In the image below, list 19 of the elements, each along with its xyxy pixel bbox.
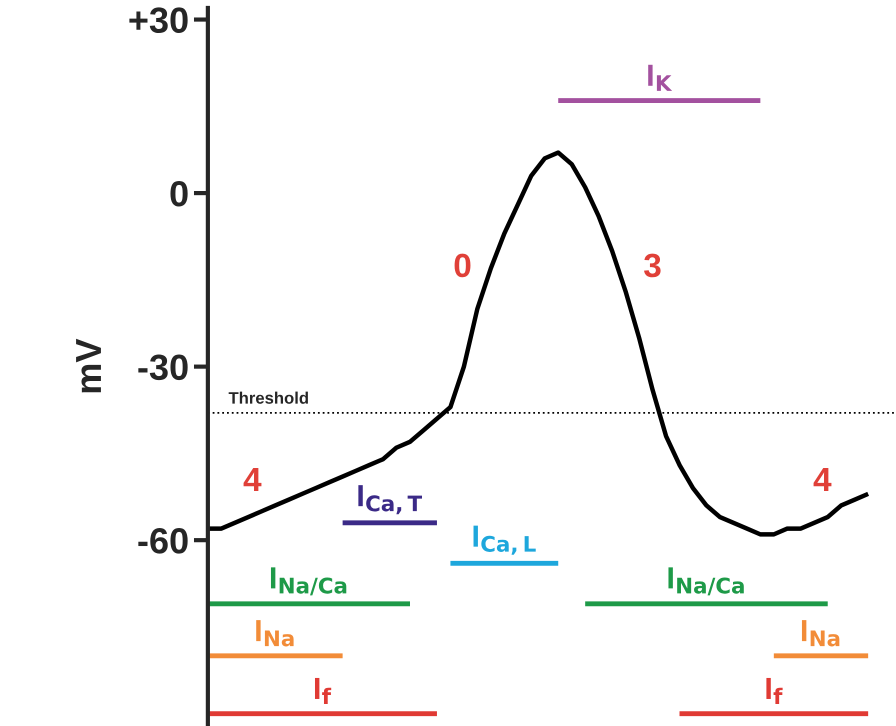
series-label: I$_{Ca,T}$: [358, 485, 422, 514]
y-tick-label: 0: [170, 180, 188, 207]
series-label: I$_{Ca,L}$: [474, 526, 536, 555]
text: I$_{f}$: [766, 678, 783, 704]
y-axis-title: mV: [76, 338, 101, 392]
series-label: I$_{K}$: [648, 64, 672, 91]
series-label: I$_{Na/Ca}$: [270, 567, 346, 596]
text: I$_{Na}$: [802, 620, 840, 646]
annotation: 4: [814, 468, 832, 491]
annotation: 3: [644, 254, 661, 278]
annotation: 4: [244, 468, 262, 491]
ref-line-label: Threshold: [228, 392, 308, 404]
y-tick-label: -30: [138, 354, 188, 380]
series-label: I$_{Na}$: [256, 620, 294, 646]
series-label: I$_{f}$: [314, 678, 332, 704]
y-tick-label: +30: [129, 7, 188, 34]
y-tick-label: -60: [138, 528, 188, 554]
text: I$_{Na/Ca}$: [668, 567, 744, 596]
annotation: 0: [454, 254, 470, 278]
